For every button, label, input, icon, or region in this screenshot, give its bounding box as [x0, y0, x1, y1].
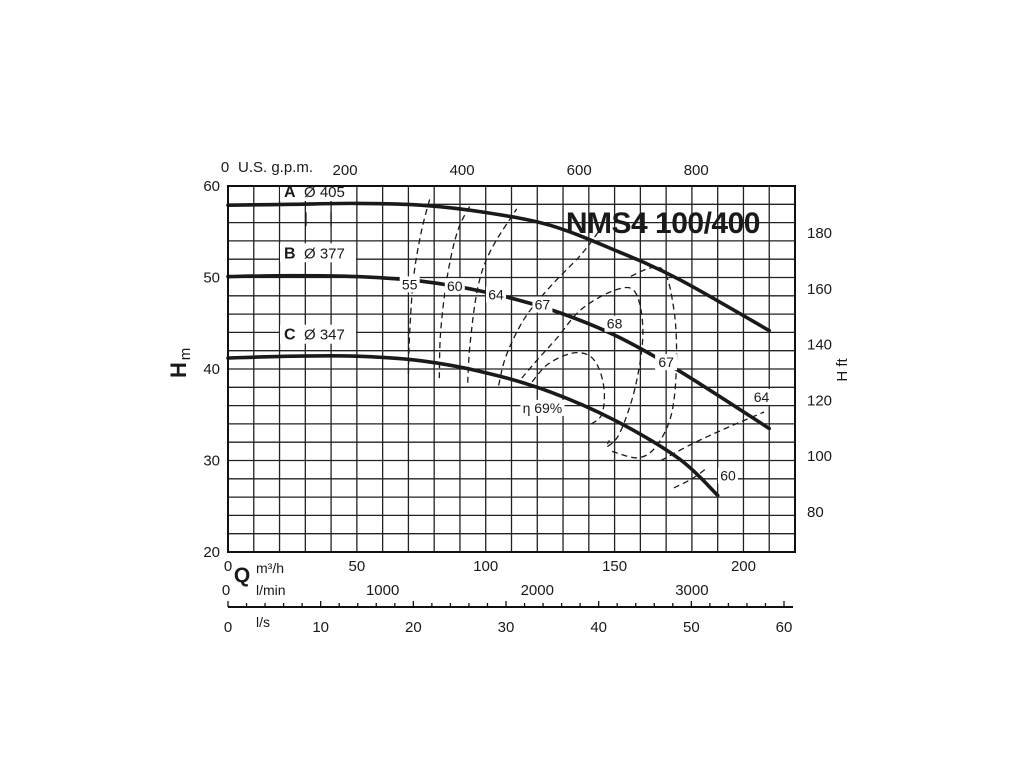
series-label-bg [280, 243, 356, 263]
lmin-tick-label: 2000 [521, 582, 554, 599]
efficiency-label: 60 [720, 468, 736, 484]
efficiency-label-bg [717, 467, 738, 484]
lmin-axis-zero: 0 [222, 582, 230, 599]
head-curve-a [226, 201, 771, 333]
series-diameter: Ø 405 [304, 184, 345, 201]
efficiency-label: 64 [488, 286, 504, 302]
y-tick-label: 20 [203, 544, 220, 561]
series-diameter: Ø 377 [304, 245, 345, 262]
y-right-tick-label: 140 [807, 337, 832, 354]
efficiency-label: 60 [447, 278, 463, 294]
top-axis-zero: 0 [221, 159, 229, 176]
top-tick-label: 800 [684, 162, 709, 179]
y-right-tick-label: 120 [807, 392, 832, 409]
efficiency-label-bg [751, 388, 772, 405]
y-tick-label: 30 [203, 453, 220, 470]
efficiency-label-bg [532, 296, 553, 313]
top-tick-label: 400 [450, 162, 475, 179]
ls-tick-label: 20 [405, 619, 422, 636]
x-tick-label: 100 [473, 558, 498, 575]
efficiency-label-bg [399, 276, 420, 293]
head-curve-c [226, 353, 720, 498]
x-tick-label: 200 [731, 558, 756, 575]
x-tick-label: 50 [349, 558, 366, 575]
y-right-axis-label: H ft [834, 358, 851, 382]
efficiency-curve [660, 411, 765, 462]
ls-tick-label: 50 [683, 619, 700, 636]
y-tick-label: 60 [203, 178, 220, 195]
x-tick-label: 150 [602, 558, 627, 575]
efficiency-curve [467, 208, 518, 383]
y-right-tick-label: 80 [807, 504, 824, 521]
lmin-tick-label: 1000 [366, 582, 399, 599]
top-tick-label: 200 [333, 162, 358, 179]
series-name: C [284, 327, 296, 344]
ls-tick-label: 0 [224, 619, 232, 636]
efficiency-label: 67 [658, 354, 674, 370]
y-right-tick-label: 100 [807, 448, 832, 465]
efficiency-curve [673, 469, 706, 489]
y-axis-unit: m [177, 348, 194, 361]
efficiency-curve [407, 196, 431, 374]
lmin-axis-unit: l/min [256, 582, 286, 598]
efficiency-label-bg [655, 354, 678, 371]
ls-tick-label: 30 [498, 619, 515, 636]
ls-tick-label: 60 [776, 619, 793, 636]
series-name: B [284, 245, 296, 262]
efficiency-label: 55 [402, 276, 418, 292]
efficiency-label-bg [486, 286, 507, 303]
top-tick-label: 600 [567, 162, 592, 179]
q-axis-unit: m³/h [256, 560, 284, 576]
series-label-bg [280, 324, 356, 344]
ls-axis-unit: l/s [256, 614, 270, 630]
y-right-tick-label: 160 [807, 281, 832, 298]
efficiency-label: 68 [607, 316, 623, 332]
q-axis-label: Q [234, 564, 250, 587]
series-diameter: Ø 347 [304, 327, 345, 344]
x-tick-label: 0 [224, 558, 232, 575]
efficiency-label-bg [444, 278, 465, 295]
series-name: A [284, 184, 296, 201]
plot-frame [227, 185, 796, 553]
efficiency-label: η 69% [523, 400, 563, 416]
grid [228, 186, 795, 552]
efficiency-label: 67 [535, 297, 551, 313]
ls-tick-label: 10 [312, 619, 329, 636]
y-tick-label: 50 [203, 270, 220, 287]
y-right-tick-label: 180 [807, 225, 832, 242]
efficiency-curve [521, 286, 644, 448]
ls-tick-label: 40 [590, 619, 607, 636]
chart-title: NMS4 100/400 [566, 207, 760, 240]
y-axis-label: H [166, 362, 191, 378]
ls-axis-ticks [227, 601, 785, 607]
top-axis-label: U.S. g.p.m. [238, 159, 313, 176]
efficiency-label-bg [520, 399, 565, 416]
efficiency-label: 64 [754, 389, 770, 405]
lmin-tick-label: 3000 [675, 582, 708, 599]
efficiency-label-bg [604, 315, 625, 332]
efficiency-curve [438, 204, 471, 379]
y-tick-label: 40 [203, 361, 220, 378]
